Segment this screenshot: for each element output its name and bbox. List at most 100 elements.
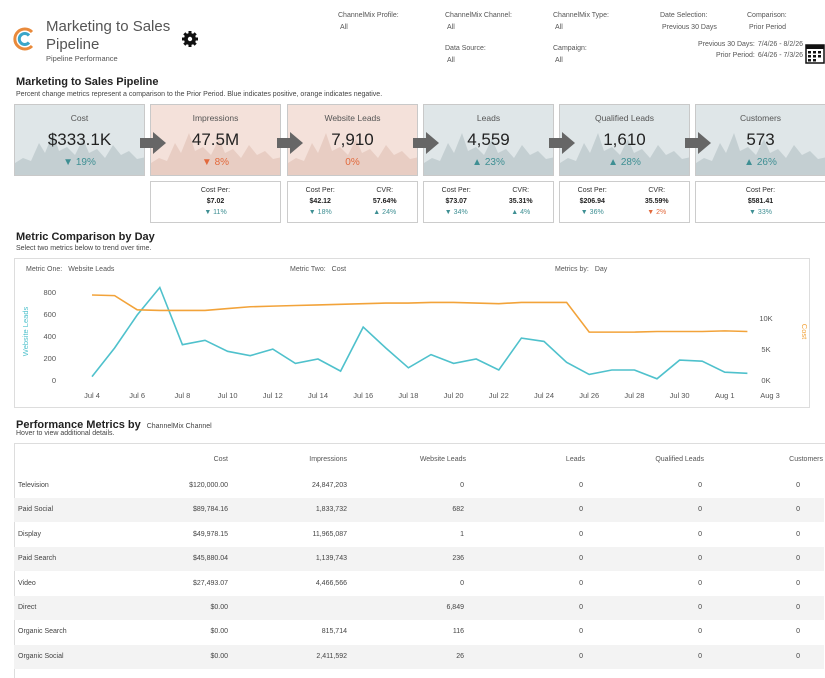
table-dimension: ChannelMix Channel	[146, 423, 212, 430]
table-cell: 0	[698, 652, 702, 660]
y-tick-label: 0	[52, 376, 56, 385]
table-row[interactable]	[14, 572, 824, 596]
table-cell: 0	[579, 482, 583, 489]
section-title: Marketing to Sales Pipeline	[16, 76, 159, 88]
detail-label: Cost Per:	[441, 187, 471, 194]
detail-change: ▲ 24%	[373, 209, 397, 216]
sparkline-area	[696, 133, 825, 175]
flow-arrow	[413, 132, 439, 154]
selector-label: Metric One:	[26, 266, 63, 273]
detail-label: Cost Per:	[305, 187, 335, 194]
detail-value: $42.12	[309, 198, 331, 205]
selector-label: Metric Two:	[290, 266, 326, 273]
table-row[interactable]	[14, 644, 824, 669]
x-tick-label: Jul 20	[444, 391, 464, 400]
filter[interactable]: ChannelMix Profile: All	[338, 12, 438, 31]
table-row[interactable]	[14, 547, 824, 572]
table-cell: 682	[452, 506, 464, 514]
sparkline	[288, 133, 417, 175]
kpi-change: ▲ 23%	[472, 157, 505, 168]
detail-change: ▲ 4%	[511, 209, 531, 216]
table-cell: 815,714	[321, 628, 347, 636]
table-cell: $0.00	[210, 652, 228, 660]
table-row[interactable]	[14, 596, 824, 620]
table-cell: 0	[698, 506, 702, 514]
filter-value: Previous 30 Days	[662, 24, 717, 31]
kpi-card: Website Leads 7,910 0%	[287, 104, 418, 176]
detail-change: ▼ 11%	[204, 209, 227, 216]
table-cell: 0	[698, 628, 702, 636]
selector-label: Metrics by:	[555, 266, 589, 273]
table-cell: 6,849	[446, 604, 464, 611]
table-cell: $27,493.07	[192, 579, 228, 587]
table-cell: 26	[456, 652, 464, 660]
sparkline	[151, 133, 280, 175]
filter[interactable]: Data Source: All	[445, 45, 545, 64]
sparkline-area	[288, 133, 417, 175]
metric-selector[interactable]: Metrics by: Day	[555, 266, 607, 273]
date-range-value: 6/4/26 - 7/3/26	[757, 52, 803, 59]
detail-change: ▼ 34%	[444, 209, 468, 216]
kpi-detail: Cost Per: $42.12 ▼ 18% CVR: 57.64% ▲ 24%	[287, 181, 418, 223]
filter-value: All	[447, 24, 455, 31]
kpi-card: Customers 573 ▲ 26%	[695, 104, 825, 176]
x-tick-label: Jul 28	[624, 391, 644, 400]
settings-icon[interactable]	[181, 30, 199, 48]
filter-value: All	[555, 57, 563, 64]
filter[interactable]: Campaign: All	[553, 45, 653, 64]
kpi-card: Qualified Leads 1,610 ▲ 28%	[559, 104, 690, 176]
filter-value: Prior Period	[749, 24, 786, 31]
table-cell: 0	[579, 506, 583, 514]
kpi-name: Customers	[739, 113, 782, 123]
kpi-detail: Cost Per: $206.94 ▼ 36% CVR: 35.59% ▼ 2%	[559, 181, 690, 223]
table-cell: 0	[796, 652, 800, 660]
detail-metric: Cost Per: $7.02 ▼ 11%	[183, 187, 248, 220]
table-cell: 0	[796, 628, 800, 636]
kpi-detail: Cost Per: $581.41 ▼ 33%	[695, 181, 825, 223]
kpi-card: Impressions 47.5M ▼ 8%	[150, 104, 281, 176]
table-cell: 0	[579, 530, 583, 538]
table-row[interactable]	[14, 523, 824, 547]
column-header: Leads	[565, 456, 585, 463]
column-header: Website Leads	[419, 456, 466, 463]
calendar-icon[interactable]	[805, 42, 825, 64]
flow-arrow-shape	[277, 132, 303, 154]
table-cell: 0	[579, 652, 583, 660]
detail-change: ▼ 18%	[308, 209, 332, 216]
line-chart: 0 200 400 600 800 0K 5K 10K Website Leads Cost Jul…	[21, 285, 809, 400]
filter[interactable]: Date Selection: Previous 30 Days	[660, 12, 760, 31]
filter[interactable]: ChannelMix Channel: All	[445, 12, 545, 31]
kpi-change: 0%	[345, 157, 360, 168]
chart-panel	[14, 258, 810, 408]
channel-name: Television	[18, 482, 49, 489]
sparkline-area	[560, 133, 689, 175]
table-row[interactable]	[14, 474, 824, 498]
selector-value: Website Leads	[68, 266, 115, 273]
x-tick-label: Jul 6	[129, 391, 145, 400]
detail-metric: Cost Per: $206.94 ▼ 36%	[560, 187, 625, 220]
y2-axis-label: Cost	[800, 324, 809, 340]
kpi-change: ▼ 8%	[201, 157, 230, 168]
filter-label: Campaign:	[553, 45, 587, 52]
kpi-value: 4,559	[467, 130, 510, 149]
table-cell: 0	[579, 579, 583, 587]
x-tick-label: Aug 3	[760, 391, 780, 400]
channel-name: Organic Social	[18, 652, 64, 660]
channel-name: Paid Search	[18, 555, 57, 563]
column-header: Impressions	[309, 456, 347, 463]
channel-name: Display	[18, 530, 41, 538]
metric-selector[interactable]: Metric One: Website Leads	[26, 266, 114, 273]
flow-arrow	[277, 132, 303, 154]
filter[interactable]: ChannelMix Type: All	[553, 12, 653, 31]
sparkline-area	[151, 133, 280, 175]
selector-value: Cost	[331, 266, 347, 273]
kpi-value: 7,910	[331, 130, 374, 149]
table-row[interactable]	[14, 620, 824, 644]
metric-selector[interactable]: Metric Two: Cost	[290, 266, 346, 273]
filter[interactable]: Comparison: Prior Period	[747, 12, 825, 31]
filter-label: ChannelMix Type:	[553, 12, 609, 19]
detail-value: $581.41	[747, 198, 774, 205]
date-range-label: Previous 30 Days:	[698, 41, 755, 48]
table-row[interactable]	[14, 498, 824, 523]
